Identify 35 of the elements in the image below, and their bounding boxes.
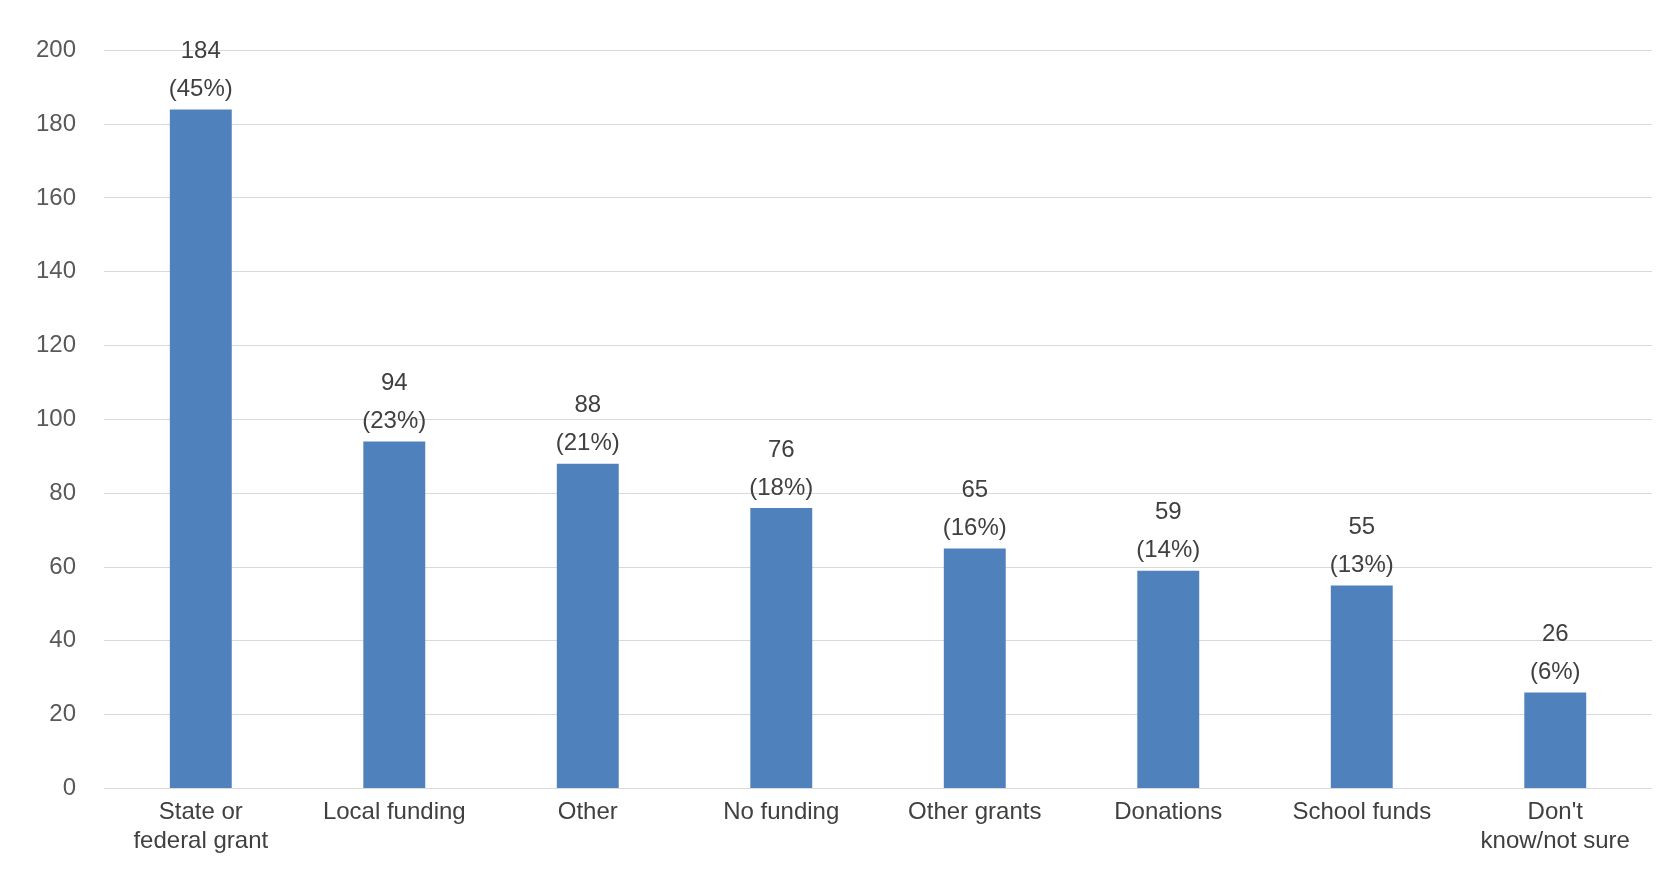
bar (1330, 585, 1393, 788)
data-label: 26 (6%) (1529, 619, 1581, 685)
x-tick-label: Donations (1114, 797, 1223, 825)
data-label: 65 (16%) (942, 475, 1007, 541)
x-tick-label: Other (557, 797, 618, 825)
y-tick-label: 20 (49, 699, 77, 727)
data-label: 184 (45%) (168, 36, 233, 102)
y-tick-label: 200 (36, 35, 77, 63)
y-tick-label: 40 (49, 625, 77, 653)
data-label: 59 (14%) (1136, 497, 1201, 563)
bar (1137, 570, 1200, 788)
x-tick-label: Local funding (322, 797, 466, 825)
y-tick-label: 0 (62, 773, 77, 801)
data-label: 55 (13%) (1329, 512, 1394, 578)
x-tick-label: No funding (723, 797, 840, 825)
y-tick-label: 120 (36, 330, 77, 358)
y-tick-label: 80 (49, 477, 77, 505)
data-label: 76 (18%) (749, 434, 814, 500)
bar (1524, 692, 1587, 788)
bar (169, 109, 232, 788)
bar (363, 441, 426, 788)
y-tick-label: 140 (36, 256, 77, 284)
bar (750, 507, 813, 788)
bar (943, 548, 1006, 788)
y-tick-label: 60 (49, 551, 77, 579)
data-label: 88 (21%) (555, 390, 620, 456)
x-tick-label: State or federal grant (133, 797, 269, 854)
x-tick-label: Don't know/not sure (1480, 797, 1630, 854)
y-tick-label: 160 (36, 182, 77, 210)
x-tick-label: School funds (1292, 797, 1432, 825)
y-tick-label: 180 (36, 108, 77, 136)
data-label: 94 (23%) (362, 368, 427, 434)
y-tick-label: 100 (36, 404, 77, 432)
x-tick-label: Other grants (908, 797, 1042, 825)
bar (556, 463, 619, 788)
